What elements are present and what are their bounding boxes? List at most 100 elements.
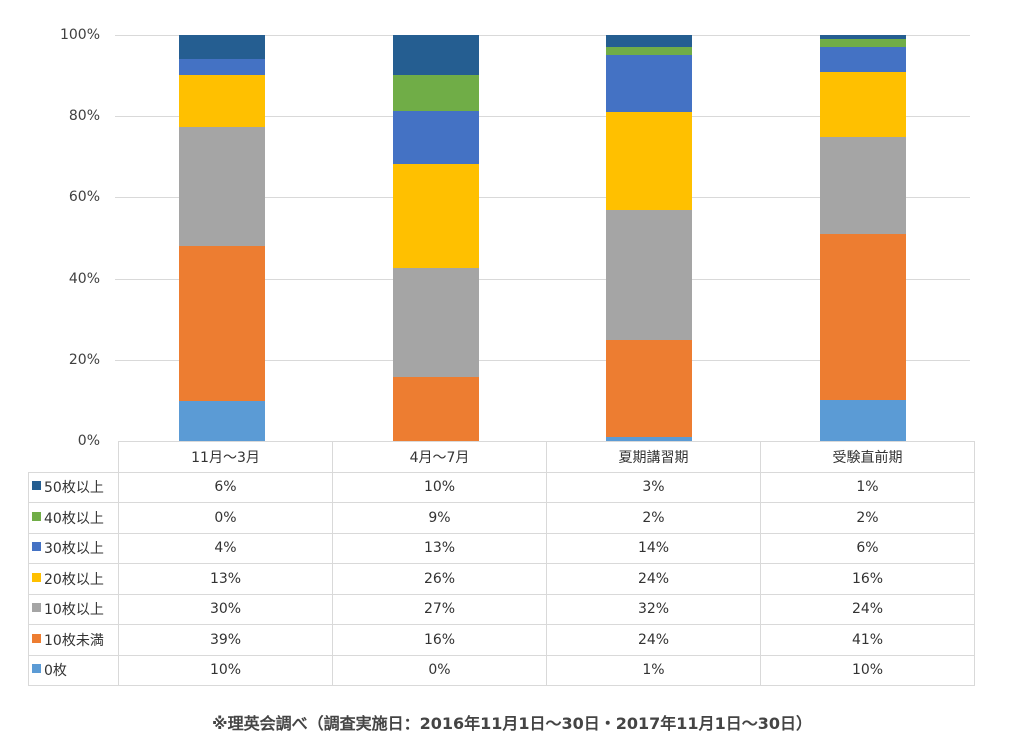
column-header: 夏期講習期 [546, 441, 761, 473]
data-cell: 6% [118, 471, 333, 503]
gridline [115, 278, 970, 280]
bar-segment [606, 47, 693, 56]
bar-segment [820, 71, 907, 137]
data-cell: 3% [546, 471, 761, 503]
bar-segment [392, 75, 479, 112]
bar-segment [392, 376, 479, 441]
bar-stack [606, 35, 693, 441]
bar-segment [178, 126, 265, 246]
bar-segment [392, 268, 479, 377]
data-table-row: 0枚 10% 0% 1% 10% [28, 654, 975, 686]
y-tick-label: 60% [68, 189, 100, 206]
bar-segment [606, 339, 693, 437]
legend-label: 10枚未満 [44, 632, 104, 649]
data-cell: 41% [760, 624, 975, 656]
legend-swatch-icon [32, 511, 41, 521]
bar-segment [606, 55, 693, 113]
data-cell: 10% [332, 471, 547, 503]
legend-swatch-icon [32, 664, 41, 674]
data-cell: 24% [760, 593, 975, 625]
y-tick-label: 80% [68, 108, 100, 125]
legend-label: 10枚以上 [44, 602, 104, 619]
column-header: 受験直前期 [760, 441, 975, 473]
bar-segment [392, 35, 479, 76]
data-cell: 6% [760, 532, 975, 564]
data-cell: 30% [118, 593, 333, 625]
legend-swatch-icon [32, 603, 41, 613]
data-cell: 32% [546, 593, 761, 625]
legend-entry: 20枚以上 [28, 563, 119, 595]
column-header: 11月～3月 [118, 441, 333, 473]
column-header: 4月～7月 [332, 441, 547, 473]
data-cell: 13% [332, 532, 547, 564]
data-cell: 1% [760, 471, 975, 503]
bar-segment [392, 111, 479, 164]
bar-segment [178, 401, 265, 441]
bar-segment [606, 209, 693, 340]
bar-segment [392, 163, 479, 269]
gridline [115, 197, 970, 199]
bar-segment [820, 39, 907, 48]
bar-segment [606, 112, 693, 210]
data-table-row: 50枚以上 6% 10% 3% 1% [28, 471, 975, 503]
gridline [115, 116, 970, 118]
data-cell: 10% [118, 654, 333, 686]
legend-label: 50枚以上 [44, 480, 104, 497]
data-table-row: 20枚以上 13% 26% 24% 16% [28, 563, 975, 595]
data-cell: 1% [546, 654, 761, 686]
source-note: ※理英会調べ（調査実施日：2016年11月1日～30日・2017年11月1日～3… [212, 714, 812, 733]
data-table-header-row: 11月～3月 4月～7月 夏期講習期 受験直前期 [28, 441, 975, 473]
legend-entry: 10枚未満 [28, 624, 119, 656]
legend-label: 40枚以上 [44, 510, 104, 527]
bar-segment [178, 58, 265, 75]
gridline [115, 359, 970, 361]
data-cell: 26% [332, 563, 547, 595]
bar-segment [820, 233, 907, 401]
legend-label: 30枚以上 [44, 541, 104, 558]
data-cell: 10% [760, 654, 975, 686]
legend-swatch-icon [32, 481, 41, 491]
legend-entry: 30枚以上 [28, 532, 119, 564]
bar-stack [392, 35, 479, 441]
y-tick-label: 20% [68, 351, 100, 368]
bar-segment [178, 74, 265, 127]
bar-stack [178, 35, 265, 441]
legend-swatch-icon [32, 542, 41, 552]
data-table-row: 10枚以上 30% 27% 32% 24% [28, 593, 975, 625]
bar-segment [820, 136, 907, 234]
data-cell: 16% [332, 624, 547, 656]
data-cell: 24% [546, 624, 761, 656]
data-cell: 27% [332, 593, 547, 625]
legend-swatch-icon [32, 572, 41, 582]
y-tick-label: 40% [68, 270, 100, 287]
data-cell: 13% [118, 563, 333, 595]
data-table-row: 40枚以上 0% 9% 2% 2% [28, 502, 975, 534]
legend-entry: 0枚 [28, 654, 119, 686]
data-table-row: 10枚未満 39% 16% 24% 41% [28, 624, 975, 656]
data-table-corner [28, 441, 119, 472]
y-tick-label: 100% [59, 27, 100, 43]
data-table: 11月～3月 4月～7月 夏期講習期 受験直前期 50枚以上 6% 10% 3% 1% 4… [28, 441, 975, 686]
data-cell: 4% [118, 532, 333, 564]
data-table-row: 30枚以上 4% 13% 14% 6% [28, 532, 975, 564]
data-cell: 0% [118, 502, 333, 534]
legend-entry: 10枚以上 [28, 593, 119, 625]
data-cell: 39% [118, 624, 333, 656]
legend-swatch-icon [32, 633, 41, 643]
bar-segment [178, 245, 265, 402]
bar-segment [820, 35, 907, 40]
data-cell: 16% [760, 563, 975, 595]
legend-entry: 50枚以上 [28, 471, 119, 503]
bar-stack [820, 35, 907, 441]
legend-label: 0枚 [44, 663, 67, 680]
bar-segment [178, 35, 265, 59]
data-cell: 9% [332, 502, 547, 534]
bar-segment [820, 47, 907, 72]
bar-segment [820, 400, 907, 441]
legend-label: 20枚以上 [44, 571, 104, 588]
bar-segment [606, 436, 693, 441]
bar-segment [606, 35, 693, 48]
data-cell: 2% [546, 502, 761, 534]
data-cell: 0% [332, 654, 547, 686]
legend-entry: 40枚以上 [28, 502, 119, 534]
